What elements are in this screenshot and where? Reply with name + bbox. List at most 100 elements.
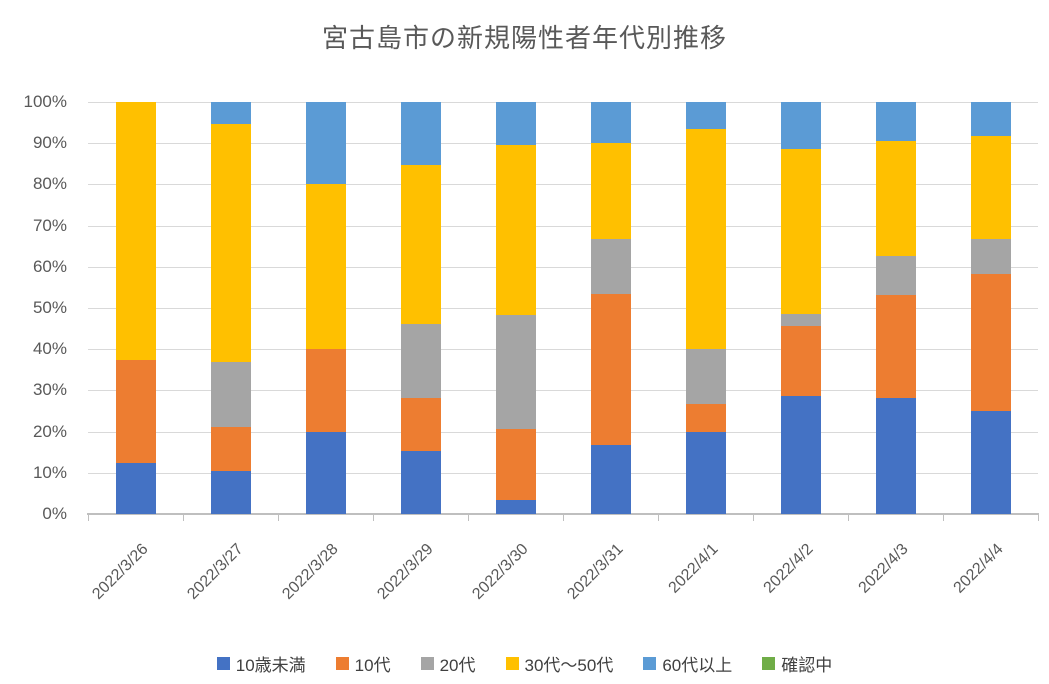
bar-segment-20代 bbox=[590, 239, 631, 295]
gridline bbox=[88, 308, 1038, 309]
bar-2022/4/2 bbox=[780, 102, 821, 514]
legend-swatch-icon bbox=[505, 657, 519, 670]
x-axis-tick bbox=[88, 514, 89, 521]
y-axis-label: 100% bbox=[23, 92, 67, 111]
bar-segment-30代〜50代 bbox=[115, 102, 156, 360]
legend-swatch-icon bbox=[420, 657, 434, 670]
legend-label: 確認中 bbox=[781, 656, 833, 675]
bar-segment-10代 bbox=[495, 428, 536, 500]
bar-segment-60代以上 bbox=[495, 102, 536, 145]
bar-segment-10歳未満 bbox=[970, 411, 1011, 514]
bar-segment-20代 bbox=[495, 315, 536, 429]
bar-segment-30代〜50代 bbox=[685, 129, 726, 350]
bar-2022/4/1 bbox=[685, 102, 726, 514]
bar-segment-10代 bbox=[305, 349, 346, 432]
bar-segment-10歳未満 bbox=[115, 462, 156, 514]
gridline bbox=[88, 102, 1038, 103]
bar-2022/4/4 bbox=[970, 102, 1011, 514]
bar-segment-10歳未満 bbox=[305, 431, 346, 514]
gridline bbox=[88, 266, 1038, 268]
bar-segment-10歳未満 bbox=[685, 431, 726, 514]
bar-segment-10歳未満 bbox=[590, 445, 631, 514]
bar-segment-10代 bbox=[780, 325, 821, 397]
bar-segment-10代 bbox=[590, 294, 631, 446]
bar-segment-30代〜50代 bbox=[210, 123, 251, 363]
bar-2022/3/28 bbox=[305, 102, 346, 514]
gridline bbox=[88, 472, 1038, 474]
x-axis-tick bbox=[468, 514, 469, 521]
y-axis-label: 30% bbox=[32, 380, 67, 400]
y-axis-label: 70% bbox=[32, 215, 67, 235]
bar-segment-10歳未満 bbox=[210, 470, 251, 514]
gridline bbox=[88, 431, 1038, 433]
legend-item-確認中: 確認中 bbox=[762, 651, 832, 676]
y-axis-label: 80% bbox=[32, 174, 67, 194]
x-axis-tick bbox=[278, 514, 279, 521]
legend-label: 10歳未満 bbox=[235, 656, 306, 675]
bar-2022/3/27 bbox=[210, 102, 251, 514]
x-axis-tick bbox=[183, 514, 184, 521]
plot-area: 0% 10% 20% 30% 40% 50% 60% 70% 80% 90% 100% 2022/3/… bbox=[24, 92, 1039, 603]
bar-segment-30代〜50代 bbox=[970, 136, 1011, 240]
bar-2022/3/29 bbox=[400, 102, 441, 514]
bar-segment-10歳未満 bbox=[400, 450, 441, 514]
bar-segment-10代 bbox=[400, 397, 441, 451]
legend-swatch-icon bbox=[335, 657, 349, 670]
bar-segment-10代 bbox=[210, 427, 251, 471]
y-axis-label: 20% bbox=[32, 421, 67, 441]
y-axis-label: 90% bbox=[32, 133, 67, 153]
bar-2022/3/31 bbox=[590, 102, 631, 514]
bar-segment-10代 bbox=[875, 295, 916, 399]
x-axis-tick bbox=[943, 514, 944, 521]
legend-swatch-icon bbox=[216, 657, 230, 670]
bar-segment-10代 bbox=[970, 273, 1011, 411]
bar-segment-20代 bbox=[210, 362, 251, 428]
x-axis-tick bbox=[563, 514, 564, 521]
legend-swatch-icon bbox=[762, 657, 776, 670]
x-axis-tick bbox=[753, 514, 754, 521]
gridline bbox=[88, 143, 1038, 145]
x-axis-tick bbox=[848, 514, 849, 521]
bar-segment-60代以上 bbox=[685, 102, 726, 130]
x-axis-tick bbox=[1038, 514, 1039, 521]
legend-item-20代: 20代 bbox=[420, 651, 476, 676]
bar-segment-10歳未満 bbox=[780, 396, 821, 514]
bar-2022/3/26 bbox=[115, 102, 156, 514]
chart-title: 宮古島市の新規陽性者年代別推移 bbox=[321, 23, 727, 53]
legend: 10歳未満 10代 20代 30代〜50代 60代以上 確認中 bbox=[0, 651, 1049, 676]
bar-segment-60代以上 bbox=[970, 102, 1011, 137]
bar-segment-20代 bbox=[685, 349, 726, 405]
legend-item-10代: 10代 bbox=[335, 651, 391, 676]
bar-segment-30代〜50代 bbox=[590, 143, 631, 240]
bar-segment-30代〜50代 bbox=[495, 144, 536, 316]
legend-item-30代〜50代: 30代〜50代 bbox=[505, 651, 614, 676]
bar-segment-10歳未満 bbox=[495, 499, 536, 514]
legend-label: 60代以上 bbox=[662, 656, 733, 675]
gridline bbox=[88, 225, 1038, 227]
legend-item-10歳未満: 10歳未満 bbox=[216, 651, 306, 676]
y-axis-label: 10% bbox=[32, 462, 67, 482]
bar-segment-60代以上 bbox=[210, 102, 251, 124]
y-axis-label: 0% bbox=[42, 504, 67, 523]
legend-swatch-icon bbox=[643, 657, 657, 670]
bar-2022/4/3 bbox=[875, 102, 916, 514]
x-axis-tick bbox=[373, 514, 374, 521]
bar-segment-60代以上 bbox=[305, 102, 346, 185]
gridline bbox=[88, 390, 1038, 392]
legend-item-60代以上: 60代以上 bbox=[643, 651, 732, 676]
bar-segment-20代 bbox=[875, 256, 916, 296]
x-axis-tick bbox=[658, 514, 659, 521]
legend-label: 30代〜50代 bbox=[524, 656, 614, 675]
bar-segment-20代 bbox=[780, 313, 821, 326]
bar-segment-30代〜50代 bbox=[305, 184, 346, 350]
y-axis-label: 50% bbox=[32, 298, 67, 317]
bar-segment-30代〜50代 bbox=[400, 165, 441, 324]
gridline bbox=[88, 184, 1038, 186]
legend-label: 20代 bbox=[439, 656, 476, 675]
y-axis-label: 60% bbox=[32, 256, 67, 276]
legend-label: 10代 bbox=[354, 656, 391, 675]
bar-segment-10代 bbox=[115, 359, 156, 463]
bar-segment-20代 bbox=[400, 323, 441, 398]
bar-segment-60代以上 bbox=[400, 102, 441, 166]
